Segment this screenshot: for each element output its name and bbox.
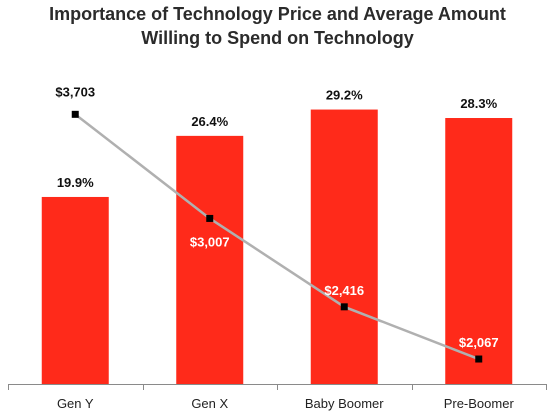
spend-value-label: $2,067 <box>459 335 499 350</box>
bar-baby-boomer <box>310 109 378 384</box>
chart-title-line-1: Importance of Technology Price and Avera… <box>49 4 506 24</box>
chart-title-line-2: Willing to Spend on Technology <box>141 28 414 48</box>
bar-value-label: 26.4% <box>191 114 228 129</box>
spend-value-label: $3,703 <box>55 84 95 99</box>
spend-series-line <box>74 113 480 361</box>
spend-point-marker <box>71 110 79 118</box>
x-tick-label: Pre-Boomer <box>444 396 515 411</box>
x-tick-label: Baby Boomer <box>305 396 384 411</box>
x-tick-label: Gen Y <box>57 396 94 411</box>
spend-value-label: $3,007 <box>190 234 230 249</box>
spend-value-label: $2,416 <box>324 283 364 298</box>
bar-gen-x <box>176 135 244 384</box>
bar-value-label: 29.2% <box>326 88 363 103</box>
bar-gen-y <box>41 196 109 384</box>
x-tick-label: Gen X <box>191 396 228 411</box>
chart-title: Importance of Technology Price and Avera… <box>0 0 555 50</box>
bar-pre-boomer <box>445 118 513 384</box>
spend-point-marker <box>340 303 348 311</box>
bar-value-label: 19.9% <box>57 175 94 190</box>
bar-value-label: 28.3% <box>460 96 497 111</box>
spend-point-marker <box>206 214 214 222</box>
spend-point-marker <box>475 355 483 363</box>
